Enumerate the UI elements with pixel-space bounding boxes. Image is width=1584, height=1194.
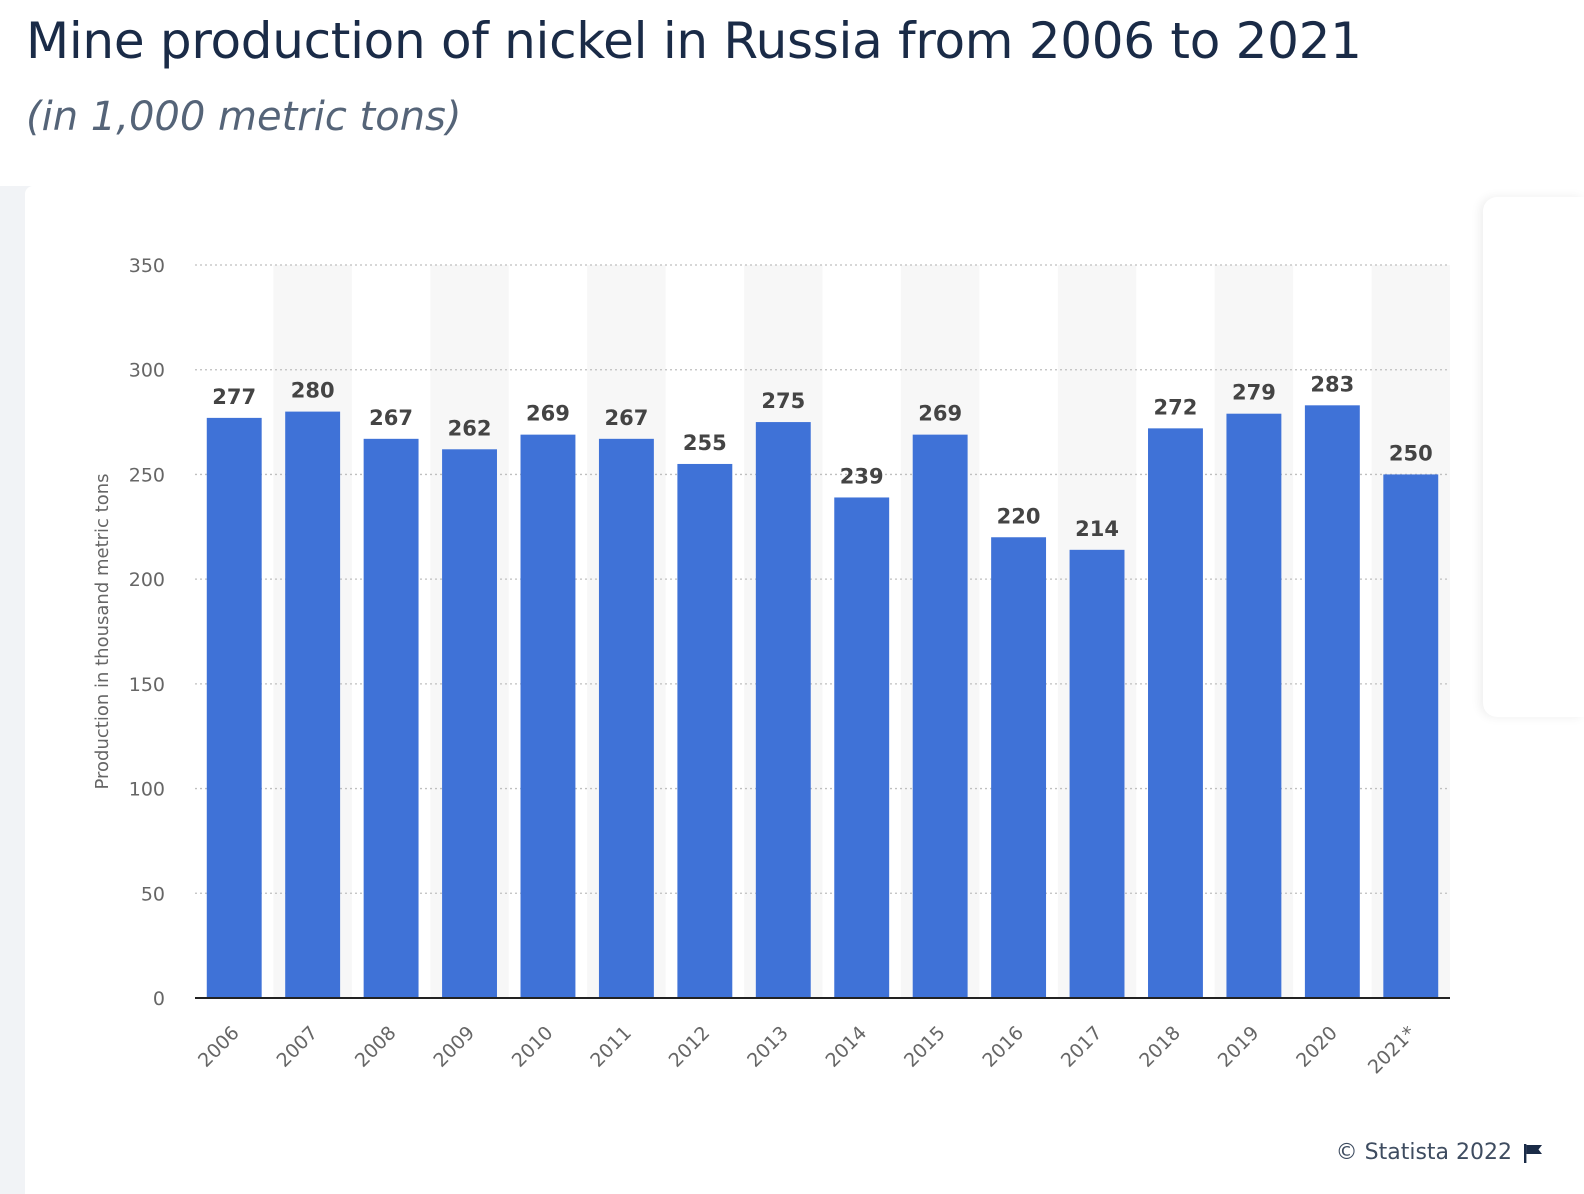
value-label: 279 — [1232, 381, 1276, 405]
y-axis-label: Production in thousand metric tons — [92, 473, 113, 789]
x-tick-label: 2013 — [743, 1022, 793, 1072]
bar — [1226, 413, 1282, 998]
y-tick-label: 300 — [129, 360, 165, 382]
x-tick-labels: 2006 2007 2008 2009 2010 2011 2012 2013 2014 2015… — [194, 1022, 1420, 1078]
bars — [206, 405, 1439, 999]
flag-icon[interactable] — [1522, 1142, 1544, 1164]
x-tick-label: 2006 — [194, 1022, 244, 1072]
x-tick-label: 2008 — [351, 1022, 401, 1072]
value-label: 214 — [1075, 517, 1119, 541]
y-tick-label: 250 — [129, 464, 165, 486]
y-tick-label: 200 — [129, 569, 165, 591]
bar — [1304, 405, 1360, 998]
y-tick-label: 100 — [129, 779, 165, 801]
value-label: 220 — [997, 504, 1041, 528]
x-tick-label: 2012 — [665, 1022, 715, 1072]
credit-text: © Statista 2022 — [1335, 1140, 1512, 1165]
bar — [598, 438, 654, 999]
y-tick-label: 150 — [129, 674, 165, 696]
x-tick-label: 2011 — [586, 1022, 636, 1072]
x-tick-label: 2010 — [508, 1022, 558, 1072]
y-tick-labels: 0 50 100 150 200 250 300 350 — [129, 255, 165, 1010]
x-tick-label: 2018 — [1135, 1022, 1185, 1072]
value-label: 239 — [840, 464, 884, 488]
bar — [755, 422, 811, 999]
x-tick-label: 2021* — [1364, 1022, 1420, 1078]
y-tick-label: 350 — [129, 255, 165, 277]
bar — [1069, 549, 1125, 998]
value-label: 269 — [526, 402, 570, 426]
bar — [1383, 474, 1439, 998]
x-tick-label: 2017 — [1057, 1022, 1107, 1072]
y-tick-label: 50 — [141, 883, 165, 905]
x-tick-label: 2019 — [1214, 1022, 1264, 1072]
bar — [834, 497, 890, 998]
statista-credit[interactable]: © Statista 2022 — [1336, 1140, 1544, 1165]
x-tick-label: 2007 — [272, 1022, 322, 1072]
chart-subtitle: (in 1,000 metric tons) — [26, 94, 462, 140]
value-labels: 277 280 267 262 269 267 255 275 239 269 220 214 272 2… — [212, 372, 1432, 541]
header: Mine production of nickel in Russia from… — [0, 0, 1584, 186]
bar — [912, 434, 968, 998]
value-label: 267 — [369, 406, 413, 430]
bar — [363, 438, 419, 999]
value-label: 269 — [918, 402, 962, 426]
bar — [991, 537, 1047, 998]
bar — [285, 411, 341, 999]
chart-title: Mine production of nickel in Russia from… — [26, 12, 1362, 70]
x-tick-label: 2016 — [978, 1022, 1028, 1072]
value-label: 283 — [1310, 372, 1354, 396]
value-label: 267 — [604, 406, 648, 430]
value-label: 275 — [761, 389, 805, 413]
x-tick-label: 2014 — [822, 1022, 872, 1072]
value-label: 262 — [448, 416, 492, 440]
x-tick-label: 2020 — [1292, 1022, 1342, 1072]
bar — [520, 434, 576, 998]
value-label: 250 — [1389, 441, 1433, 465]
value-label: 277 — [212, 385, 256, 409]
bar — [677, 463, 733, 998]
x-tick-label: 2015 — [900, 1022, 950, 1072]
value-label: 255 — [683, 431, 727, 455]
x-tick-label: 2009 — [429, 1022, 479, 1072]
value-label: 280 — [291, 379, 335, 403]
bar — [206, 417, 262, 999]
bar — [442, 449, 497, 999]
side-panel — [1483, 197, 1584, 717]
value-label: 272 — [1154, 395, 1198, 419]
bar — [1148, 428, 1203, 999]
y-tick-label: 0 — [153, 988, 165, 1010]
